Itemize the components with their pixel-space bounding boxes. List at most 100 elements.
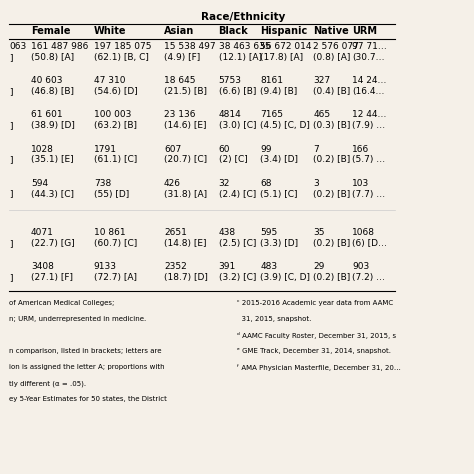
Text: 32: 32 bbox=[219, 179, 230, 188]
Text: 35: 35 bbox=[313, 228, 325, 237]
Text: (0.3) [B]: (0.3) [B] bbox=[313, 121, 351, 130]
Text: (5.1) [C]: (5.1) [C] bbox=[260, 190, 298, 199]
Text: (14.8) [E]: (14.8) [E] bbox=[164, 239, 207, 248]
Text: (4.5) [C, D]: (4.5) [C, D] bbox=[260, 121, 310, 130]
Text: (22.7) [G]: (22.7) [G] bbox=[31, 239, 74, 248]
Text: (0.2) [B]: (0.2) [B] bbox=[313, 190, 351, 199]
Text: 60: 60 bbox=[219, 145, 230, 154]
Text: (9.4) [B]: (9.4) [B] bbox=[260, 87, 298, 96]
Text: 4814: 4814 bbox=[219, 110, 241, 119]
Text: 3: 3 bbox=[313, 179, 319, 188]
Text: White: White bbox=[94, 26, 127, 36]
Text: (55) [D]: (55) [D] bbox=[94, 190, 129, 199]
Text: (0.2) [B]: (0.2) [B] bbox=[313, 239, 351, 248]
Text: ᶜ 2015-2016 Academic year data from AAMC: ᶜ 2015-2016 Academic year data from AAMC bbox=[237, 300, 393, 306]
Text: ey 5-Year Estimates for 50 states, the District: ey 5-Year Estimates for 50 states, the D… bbox=[9, 396, 167, 402]
Text: 23 136: 23 136 bbox=[164, 110, 195, 119]
Text: URM: URM bbox=[352, 26, 377, 36]
Text: (63.2) [B]: (63.2) [B] bbox=[94, 121, 137, 130]
Text: 327: 327 bbox=[313, 76, 330, 85]
Text: 18 645: 18 645 bbox=[164, 76, 195, 85]
Text: (12.1) [A]: (12.1) [A] bbox=[219, 53, 262, 62]
Text: (2.5) [C]: (2.5) [C] bbox=[219, 239, 256, 248]
Text: (50.8) [A]: (50.8) [A] bbox=[31, 53, 74, 62]
Text: (27.1) [F]: (27.1) [F] bbox=[31, 273, 73, 282]
Text: Race/Ethnicity: Race/Ethnicity bbox=[201, 12, 285, 22]
Text: 14 24…: 14 24… bbox=[352, 76, 387, 85]
Text: Female: Female bbox=[31, 26, 70, 36]
Text: 5753: 5753 bbox=[219, 76, 242, 85]
Text: (16.4…: (16.4… bbox=[352, 87, 384, 96]
Text: (61.1) [C]: (61.1) [C] bbox=[94, 155, 137, 164]
Text: n comparison, listed in brackets; letters are: n comparison, listed in brackets; letter… bbox=[9, 348, 162, 354]
Text: 166: 166 bbox=[352, 145, 369, 154]
Text: (31.8) [A]: (31.8) [A] bbox=[164, 190, 207, 199]
Text: 7: 7 bbox=[313, 145, 319, 154]
Text: 7165: 7165 bbox=[260, 110, 283, 119]
Text: (3.9) [C, D]: (3.9) [C, D] bbox=[260, 273, 310, 282]
Text: (60.7) [C]: (60.7) [C] bbox=[94, 239, 137, 248]
Text: (54.6) [D]: (54.6) [D] bbox=[94, 87, 137, 96]
Text: Asian: Asian bbox=[164, 26, 194, 36]
Text: (6.6) [B]: (6.6) [B] bbox=[219, 87, 256, 96]
Text: (7.9) …: (7.9) … bbox=[352, 121, 385, 130]
Text: ᵈ AAMC Faculty Roster, December 31, 2015, s: ᵈ AAMC Faculty Roster, December 31, 2015… bbox=[237, 332, 396, 339]
Text: 3408: 3408 bbox=[31, 262, 54, 271]
Text: ion is assigned the letter A; proportions with: ion is assigned the letter A; proportion… bbox=[9, 364, 165, 370]
Text: (0.2) [B]: (0.2) [B] bbox=[313, 155, 351, 164]
Text: ]: ] bbox=[9, 190, 13, 199]
Text: 465: 465 bbox=[313, 110, 330, 119]
Text: 2 576 077: 2 576 077 bbox=[313, 42, 359, 51]
Text: 607: 607 bbox=[164, 145, 181, 154]
Text: 103: 103 bbox=[352, 179, 369, 188]
Text: (2.4) [C]: (2.4) [C] bbox=[219, 190, 256, 199]
Text: (3.2) [C]: (3.2) [C] bbox=[219, 273, 256, 282]
Text: (18.7) [D]: (18.7) [D] bbox=[164, 273, 208, 282]
Text: of American Medical Colleges;: of American Medical Colleges; bbox=[9, 300, 115, 306]
Text: 99: 99 bbox=[260, 145, 272, 154]
Text: (44.3) [C]: (44.3) [C] bbox=[31, 190, 74, 199]
Text: 10 861: 10 861 bbox=[94, 228, 126, 237]
Text: 1028: 1028 bbox=[31, 145, 54, 154]
Text: n; URM, underrepresented in medicine.: n; URM, underrepresented in medicine. bbox=[9, 316, 147, 322]
Text: (4.9) [F]: (4.9) [F] bbox=[164, 53, 200, 62]
Text: (21.5) [B]: (21.5) [B] bbox=[164, 87, 207, 96]
Text: ᶠ AMA Physician Masterfile, December 31, 20…: ᶠ AMA Physician Masterfile, December 31,… bbox=[237, 364, 401, 371]
Text: 61 601: 61 601 bbox=[31, 110, 63, 119]
Text: 738: 738 bbox=[94, 179, 111, 188]
Text: ᵉ GME Track, December 31, 2014, snapshot.: ᵉ GME Track, December 31, 2014, snapshot… bbox=[237, 348, 391, 354]
Text: (5.7) …: (5.7) … bbox=[352, 155, 385, 164]
Text: (0.2) [B]: (0.2) [B] bbox=[313, 273, 351, 282]
Text: (0.4) [B]: (0.4) [B] bbox=[313, 87, 351, 96]
Text: (3.0) [C]: (3.0) [C] bbox=[219, 121, 256, 130]
Text: 438: 438 bbox=[219, 228, 236, 237]
Text: (38.9) [D]: (38.9) [D] bbox=[31, 121, 75, 130]
Text: ]: ] bbox=[9, 239, 13, 248]
Text: (0.8) [A]: (0.8) [A] bbox=[313, 53, 351, 62]
Text: 12 44…: 12 44… bbox=[352, 110, 387, 119]
Text: Native: Native bbox=[313, 26, 349, 36]
Text: 29: 29 bbox=[313, 262, 325, 271]
Text: 1068: 1068 bbox=[352, 228, 375, 237]
Text: 40 603: 40 603 bbox=[31, 76, 62, 85]
Text: 426: 426 bbox=[164, 179, 181, 188]
Text: ]: ] bbox=[9, 53, 13, 62]
Text: (14.6) [E]: (14.6) [E] bbox=[164, 121, 207, 130]
Text: ]: ] bbox=[9, 155, 13, 164]
Text: 31, 2015, snapshot.: 31, 2015, snapshot. bbox=[237, 316, 311, 322]
Text: 68: 68 bbox=[260, 179, 272, 188]
Text: (3.3) [D]: (3.3) [D] bbox=[260, 239, 298, 248]
Text: ]: ] bbox=[9, 273, 13, 282]
Text: 56 672 014: 56 672 014 bbox=[260, 42, 312, 51]
Text: (35.1) [E]: (35.1) [E] bbox=[31, 155, 73, 164]
Text: 594: 594 bbox=[31, 179, 48, 188]
Text: 15 538 497: 15 538 497 bbox=[164, 42, 216, 51]
Text: 9133: 9133 bbox=[94, 262, 117, 271]
Text: 391: 391 bbox=[219, 262, 236, 271]
Text: 197 185 075: 197 185 075 bbox=[94, 42, 151, 51]
Text: (3.4) [D]: (3.4) [D] bbox=[260, 155, 298, 164]
Text: (7.7) …: (7.7) … bbox=[352, 190, 385, 199]
Text: ]: ] bbox=[9, 87, 13, 96]
Text: (72.7) [A]: (72.7) [A] bbox=[94, 273, 137, 282]
Text: (17.8) [A]: (17.8) [A] bbox=[260, 53, 303, 62]
